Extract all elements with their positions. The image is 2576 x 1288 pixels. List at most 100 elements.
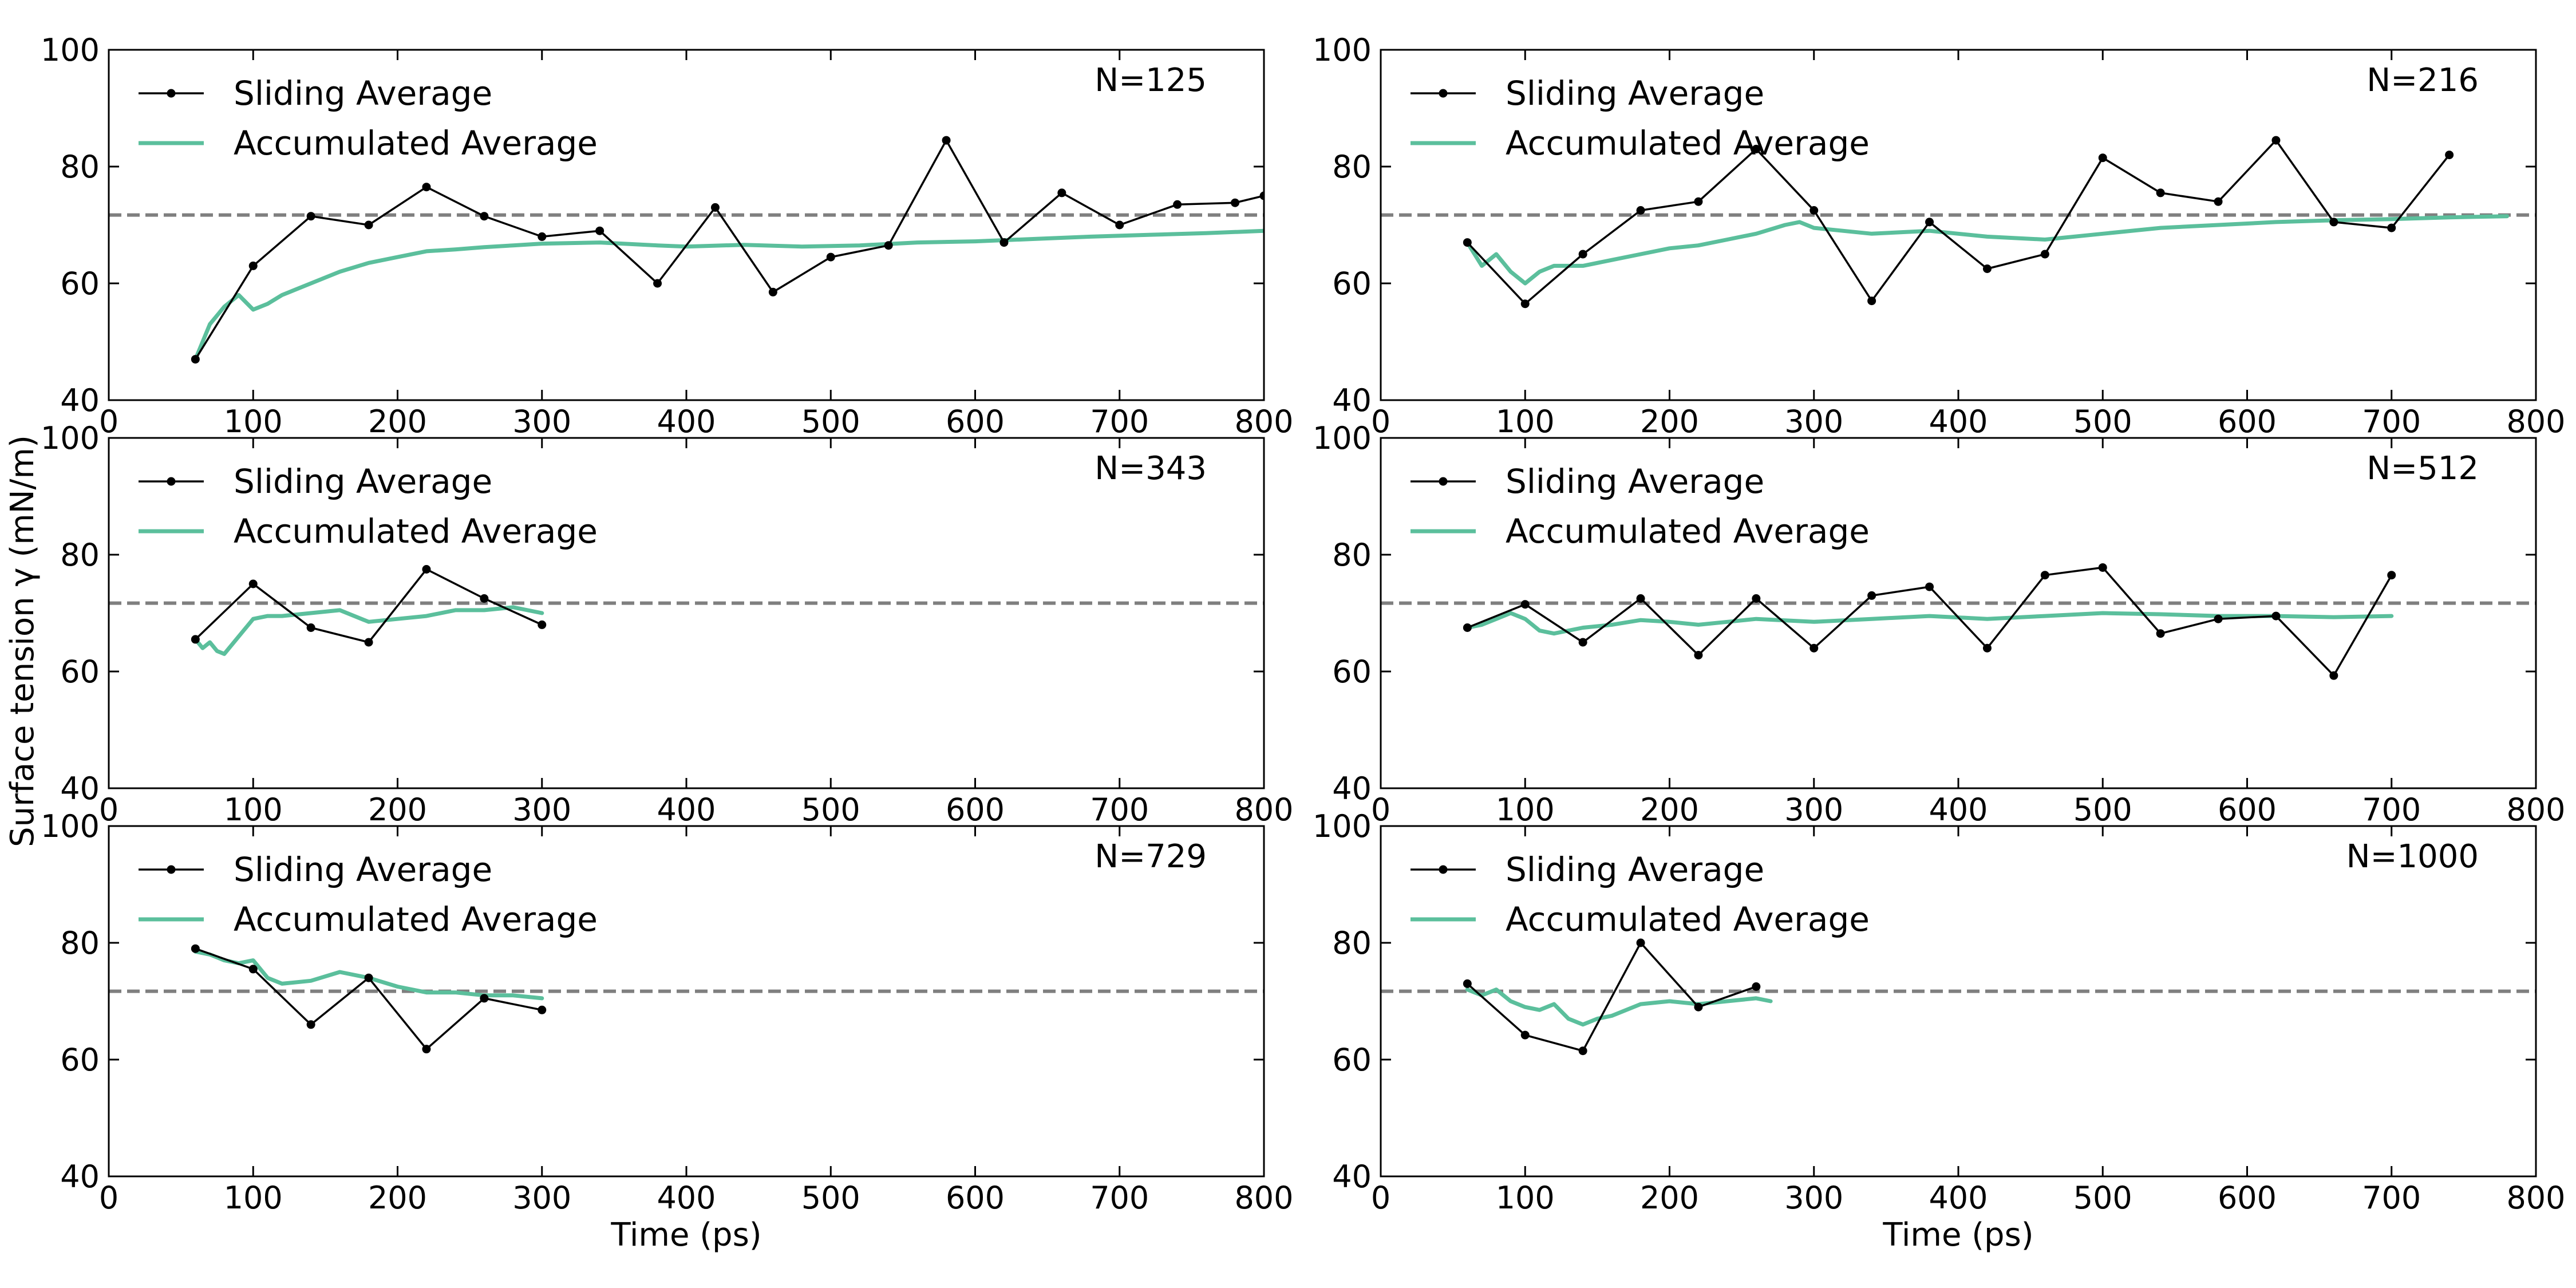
data-point-sliding-average <box>1463 238 1472 247</box>
data-point-sliding-average <box>248 579 258 588</box>
series-line-sliding-average <box>1466 139 2451 305</box>
y-tick-label: 60 <box>60 654 100 690</box>
chart-panel-1: 0 100 200 300 400 500 600 700 800 40 60 80 100 N=125 S… <box>41 32 1294 440</box>
x-tick-label: 800 <box>1234 1180 1293 1216</box>
x-tick-label: 500 <box>801 404 860 440</box>
plot-area <box>191 944 547 1054</box>
series-line-accumulated-average <box>1465 214 2510 286</box>
y-tick-label: 100 <box>41 32 100 68</box>
y-tick-label: 40 <box>1332 382 1372 418</box>
x-tick-label: 400 <box>1929 404 1988 440</box>
data-point-sliding-average <box>2329 218 2338 227</box>
y-tick-label: 80 <box>60 149 100 185</box>
data-point-sliding-average <box>1694 197 1703 206</box>
x-tick-label: 300 <box>512 792 571 828</box>
legend-marker-sliding-average <box>1439 89 1448 98</box>
x-tick-label: 0 <box>99 404 118 440</box>
x-tick-label: 500 <box>801 1180 860 1216</box>
plot-area <box>1463 563 2396 680</box>
data-point-sliding-average <box>1694 650 1703 659</box>
data-point-sliding-average <box>538 1005 547 1014</box>
data-point-sliding-average <box>1982 264 1992 273</box>
legend-label-accumulated-average: Accumulated Average <box>1506 512 1870 551</box>
x-tick-label: 100 <box>224 1180 283 1216</box>
legend-label-accumulated-average: Accumulated Average <box>234 124 598 163</box>
data-point-sliding-average <box>1925 582 1934 591</box>
data-point-sliding-average <box>306 212 315 221</box>
data-point-sliding-average <box>306 623 315 632</box>
legend-label-accumulated-average: Accumulated Average <box>234 900 598 939</box>
y-tick-label: 80 <box>1332 925 1372 961</box>
x-tick-label: 0 <box>99 792 118 828</box>
x-tick-label: 600 <box>946 792 1005 828</box>
chart-panel-2: 0 100 200 300 400 500 600 700 800 40 60 80 100 N=216 S… <box>1313 32 2566 440</box>
legend-label-sliding-average: Sliding Average <box>234 74 492 113</box>
x-tick-label: 800 <box>1234 404 1293 440</box>
x-tick-label: 700 <box>1090 792 1149 828</box>
x-tick-label: 500 <box>801 792 860 828</box>
x-tick-label: 300 <box>512 1180 571 1216</box>
legend-label-sliding-average: Sliding Average <box>1506 74 1764 113</box>
data-point-sliding-average <box>1867 591 1876 600</box>
x-tick-label: 700 <box>2362 1180 2421 1216</box>
data-point-sliding-average <box>2214 197 2223 206</box>
x-tick-label: 300 <box>1784 1180 1843 1216</box>
legend-marker-sliding-average <box>167 865 176 874</box>
data-point-sliding-average <box>1115 220 1124 230</box>
x-tick-label: 200 <box>1640 404 1699 440</box>
data-point-sliding-average <box>768 287 777 297</box>
x-tick-label: 800 <box>1234 792 1293 828</box>
x-tick-label: 300 <box>512 404 571 440</box>
x-tick-label: 100 <box>224 404 283 440</box>
data-point-sliding-average <box>538 232 547 241</box>
data-point-sliding-average <box>1752 982 1761 991</box>
x-tick-label: 400 <box>657 404 716 440</box>
data-point-sliding-average <box>826 252 835 262</box>
y-tick-label: 60 <box>1332 654 1372 690</box>
data-point-sliding-average <box>2387 571 2396 580</box>
plot-area <box>191 136 1264 364</box>
data-point-sliding-average <box>1636 206 1645 215</box>
x-tick-label: 700 <box>1090 1180 1149 1216</box>
legend-label-sliding-average: Sliding Average <box>1506 462 1764 501</box>
data-point-sliding-average <box>1231 198 1240 207</box>
legend: Sliding Average Accumulated Average <box>139 850 598 939</box>
data-point-sliding-average <box>1752 144 1761 153</box>
x-tick-label: 600 <box>2218 404 2277 440</box>
data-point-sliding-average <box>1752 594 1761 603</box>
series-line-accumulated-average <box>1465 987 1773 1027</box>
data-point-sliding-average <box>364 973 373 982</box>
legend-marker-sliding-average <box>167 89 176 98</box>
x-tick-label: 600 <box>2218 1180 2277 1216</box>
data-point-sliding-average <box>422 1045 431 1054</box>
x-tick-label: 0 <box>1371 404 1390 440</box>
panel-annotation: N=343 <box>1095 450 1207 487</box>
legend-label-sliding-average: Sliding Average <box>234 462 492 501</box>
legend-label-accumulated-average: Accumulated Average <box>1506 124 1870 163</box>
x-tick-label: 100 <box>1496 1180 1555 1216</box>
x-tick-label: 300 <box>1784 404 1843 440</box>
x-tick-label: 800 <box>2506 792 2565 828</box>
x-tick-label: 0 <box>99 1180 118 1216</box>
data-point-sliding-average <box>710 203 720 212</box>
panels-group: 0 100 200 300 400 500 600 700 800406080100N=125S… <box>41 32 2566 1254</box>
y-tick-label: 40 <box>60 771 100 807</box>
y-tick-label: 40 <box>1332 1159 1372 1195</box>
data-point-sliding-average <box>191 635 200 644</box>
x-tick-label: 800 <box>2506 1180 2565 1216</box>
data-point-sliding-average <box>1259 191 1264 200</box>
data-point-sliding-average <box>2098 153 2107 163</box>
y-tick-label: 80 <box>60 925 100 961</box>
x-tick-label: 400 <box>657 1180 716 1216</box>
data-point-sliding-average <box>422 183 431 192</box>
panel-annotation: N=729 <box>1095 838 1207 875</box>
data-point-sliding-average <box>1694 1002 1703 1012</box>
x-tick-label: 600 <box>946 404 1005 440</box>
x-tick-label: 0 <box>1371 1180 1390 1216</box>
panel-annotation: N=125 <box>1095 62 1207 99</box>
panel-annotation: N=1000 <box>2346 838 2479 875</box>
series-line-sliding-average <box>1466 942 1757 1052</box>
data-point-sliding-average <box>2156 188 2165 197</box>
data-point-sliding-average <box>884 241 893 250</box>
legend: Sliding Average Accumulated Average <box>1411 462 1870 551</box>
